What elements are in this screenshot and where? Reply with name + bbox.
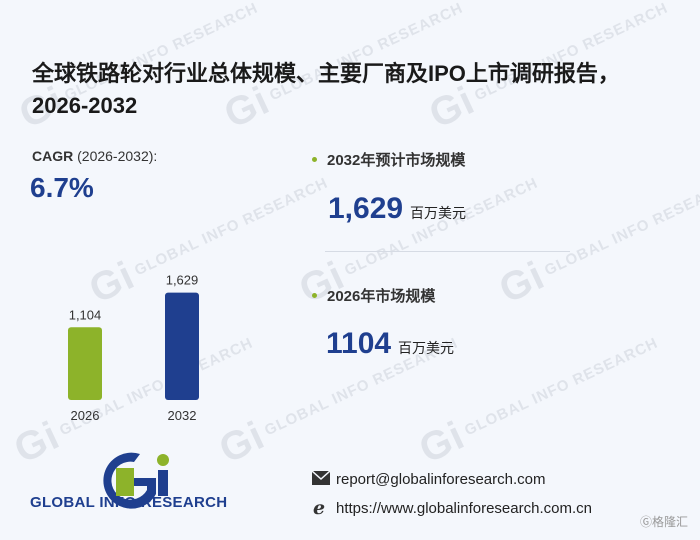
data-label-2026: 1,104 bbox=[69, 307, 102, 322]
bullet-dot-icon bbox=[312, 292, 317, 298]
watermark: GiGLOBAL INFO RESEARCH bbox=[492, 174, 700, 312]
bar-2032 bbox=[165, 292, 199, 400]
tick-label-2032: 2032 bbox=[168, 408, 197, 423]
page-title: 全球铁路轮对行业总体规模、主要厂商及IPO上市调研报告，2026-2032 bbox=[32, 61, 620, 118]
stat-2032-value: 1,629 bbox=[328, 192, 404, 225]
cagr-value: 6.7% bbox=[30, 172, 94, 203]
corner-mark: Ⓖ格隆汇 bbox=[639, 515, 688, 529]
browser-e-icon: e bbox=[313, 498, 325, 516]
stat-2032-title: 2032年预计市场规模 bbox=[312, 149, 465, 170]
separator bbox=[325, 251, 570, 252]
cagr-range: (2026-2032): bbox=[77, 148, 158, 164]
svg-text:e: e bbox=[313, 498, 325, 516]
stat-2032-unit: 百万美元 bbox=[410, 205, 466, 221]
company-logo bbox=[103, 452, 169, 509]
contact-email[interactable]: report@globalinforesearch.com bbox=[312, 471, 546, 488]
cagr-label-bold: CAGR bbox=[32, 148, 74, 164]
logo-text: GLOBAL INFO RESEARCH bbox=[30, 494, 228, 511]
bullet-dot-icon bbox=[312, 156, 317, 162]
contact-website[interactable]: e https://www.globalinforesearch.com.cn bbox=[312, 498, 592, 518]
stat-2026-value: 1104 bbox=[326, 327, 392, 360]
bar-2026 bbox=[68, 327, 102, 400]
bar-chart: 1,104 2026 1,629 2032 bbox=[68, 273, 199, 423]
logo-mark-icon bbox=[103, 452, 169, 509]
envelope-icon bbox=[312, 471, 330, 486]
cagr-label: CAGR (2026-2032): bbox=[32, 148, 157, 164]
data-label-2032: 1,629 bbox=[166, 273, 199, 288]
stat-2026-unit: 百万美元 bbox=[398, 340, 454, 356]
stat-2026-title: 2026年市场规模 bbox=[312, 285, 435, 306]
tick-label-2026: 2026 bbox=[71, 408, 100, 423]
